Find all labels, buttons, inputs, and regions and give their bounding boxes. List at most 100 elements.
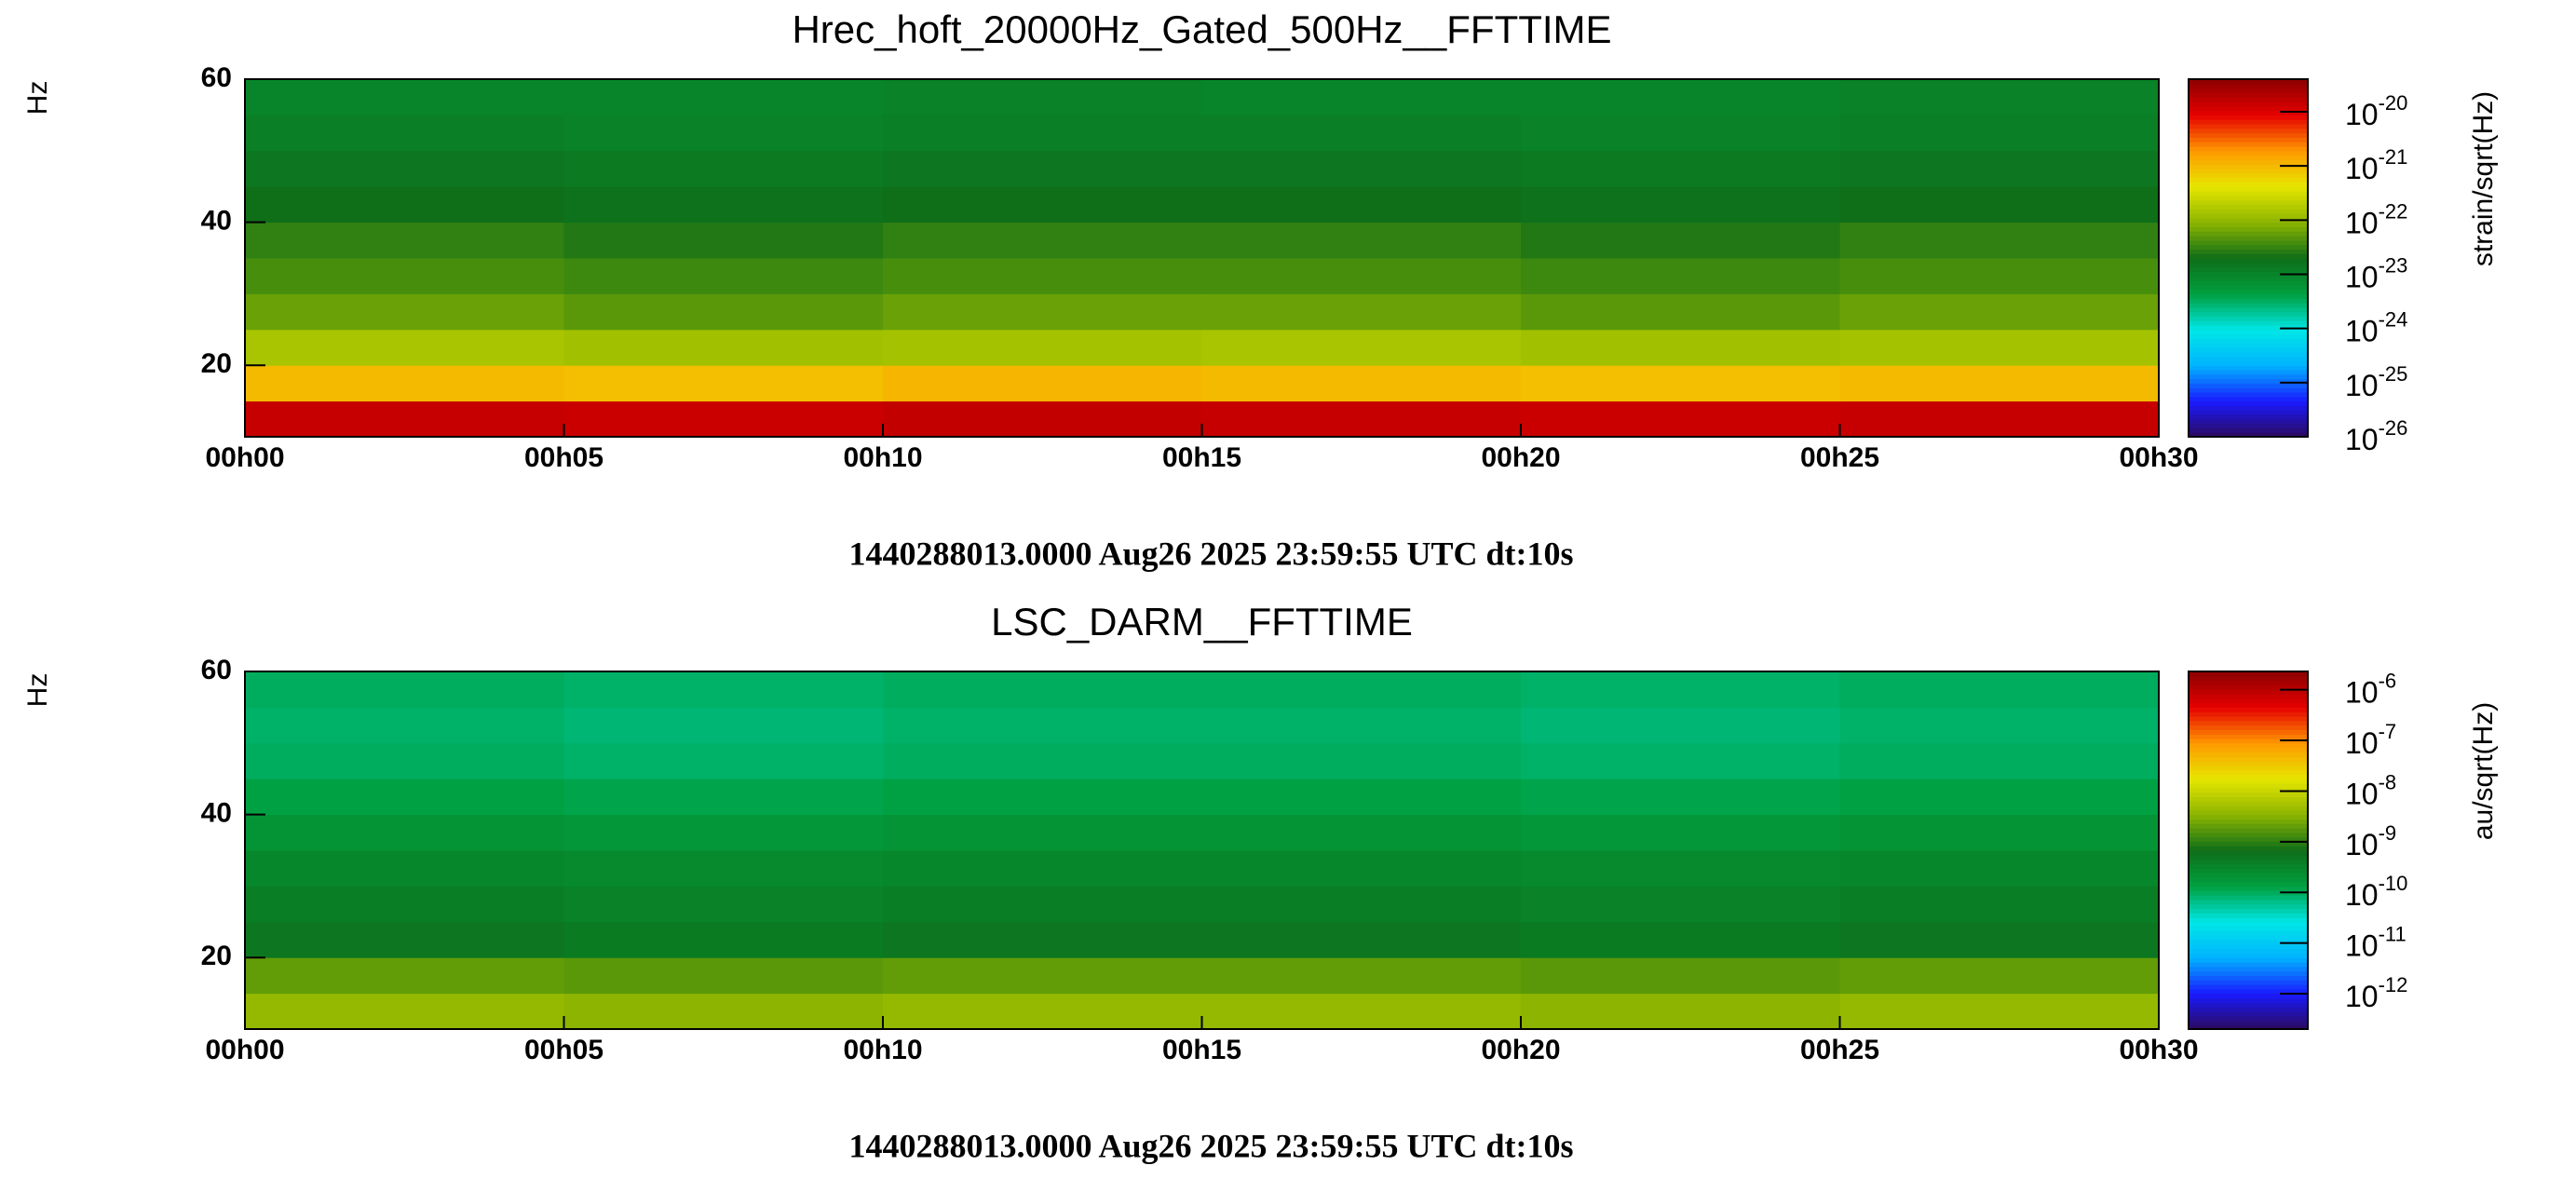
z-tick-base: 10 (2345, 98, 2379, 131)
z-axis-label: strain/sqrt(Hz) (2468, 91, 2499, 266)
colorbar-swatch (2189, 124, 2308, 129)
heatmap-cell (563, 365, 884, 402)
x-tick-label: 00h05 (524, 1035, 603, 1065)
colorbar-swatch (2189, 953, 2308, 958)
heatmap-cell (563, 150, 884, 187)
heatmap-cell (1839, 707, 2160, 744)
colorbar-swatch (2189, 226, 2308, 232)
colorbar-swatch (2189, 199, 2308, 205)
z-tick-exponent: -8 (2379, 770, 2397, 793)
z-tick-label: 10-8 (2345, 770, 2396, 811)
heatmap-cell (245, 957, 564, 995)
colorbar-swatch (2189, 957, 2308, 963)
z-tick-base: 10 (2345, 423, 2379, 456)
heatmap-cell (1201, 186, 1522, 224)
z-tick-exponent: -22 (2379, 199, 2408, 223)
colorbar-swatch (2189, 796, 2308, 802)
colorbar-swatch (2189, 276, 2308, 281)
colorbar-swatch (2189, 1015, 2308, 1021)
z-tick-base: 10 (2345, 315, 2379, 348)
z-tick-exponent: -23 (2379, 253, 2408, 277)
colorbar-swatch (2189, 400, 2308, 406)
x-tick-label: 00h20 (1481, 442, 1560, 473)
colorbar-swatch (2189, 1002, 2308, 1008)
y-tick-label: 40 (201, 206, 232, 237)
heatmap-cell (1839, 293, 2160, 331)
x-tick-label: 00h20 (1481, 1035, 1560, 1065)
colorbar-swatch (2189, 823, 2308, 829)
x-tick-label: 00h15 (1162, 1035, 1241, 1065)
colorbar-swatch (2189, 769, 2308, 775)
colorbar-swatch (2189, 217, 2308, 224)
colorbar-swatch (2189, 128, 2308, 134)
colorbar-swatch (2189, 720, 2308, 726)
colorbar-swatch (2189, 903, 2308, 909)
colorbar-swatch (2189, 716, 2308, 722)
heatmap-cell (245, 993, 564, 1030)
z-tick-label: 10-7 (2345, 720, 2396, 761)
colorbar-swatch (2189, 253, 2308, 259)
y-axis-label: Hz (22, 81, 53, 115)
colorbar-swatch (2189, 378, 2308, 384)
colorbar-swatch (2189, 890, 2308, 896)
colorbar-frame (2188, 671, 2309, 1030)
colorbar-swatch (2189, 1010, 2308, 1017)
chart: Hrec_hoft_20000Hz_Gated_500Hz__FFTTIME Hz… (22, 7, 2499, 572)
colorbar-swatch (2189, 846, 2308, 851)
colorbar-swatch (2189, 142, 2308, 147)
heatmap-cell (245, 293, 564, 331)
colorbar-swatch (2189, 819, 2308, 824)
z-tick-base: 10 (2345, 929, 2379, 963)
heatmap-cell (1201, 365, 1522, 402)
colorbar-swatch (2189, 779, 2308, 784)
colorbar-swatch (2189, 383, 2308, 388)
z-tick-label: 10-20 (2345, 91, 2407, 132)
heatmap-cell (883, 150, 1202, 187)
heatmap-cell (245, 365, 564, 402)
heatmap-cell (883, 957, 1202, 995)
heatmap-cell (1839, 222, 2160, 259)
colorbar-swatch (2189, 725, 2308, 730)
colorbar-swatch (2189, 881, 2308, 887)
colorbar-swatch (2189, 182, 2308, 187)
colorbar-swatch (2189, 966, 2308, 972)
heatmap-cell (1521, 150, 1840, 187)
colorbar-swatch (2189, 774, 2308, 779)
chart-footer: 1440288013.0000 Aug26 2025 23:59:55 UTC … (848, 1127, 1573, 1164)
colorbar-swatch (2189, 284, 2308, 291)
z-tick-exponent: -21 (2379, 145, 2408, 169)
colorbar-swatch (2189, 213, 2308, 219)
z-tick-label: 10-21 (2345, 145, 2407, 186)
colorbar-swatch (2189, 756, 2308, 762)
heatmap-cell (245, 707, 564, 744)
heatmap-cell (563, 222, 884, 259)
heatmap-cell (1201, 329, 1522, 366)
colorbar-swatch (2189, 859, 2308, 864)
colorbar-swatch (2189, 873, 2308, 878)
colorbar-swatch (2189, 392, 2308, 398)
colorbar-swatch (2189, 742, 2308, 749)
heatmap-cell (245, 671, 564, 708)
colorbar-swatch (2189, 306, 2308, 313)
z-tick-exponent: -20 (2379, 91, 2408, 115)
colorbar-swatch (2189, 423, 2308, 428)
z-tick-label: 10-9 (2345, 821, 2396, 862)
chart: LSC_DARM__FFTTIME Hz 00h00 00h05 00h10 00h15 0… (22, 600, 2499, 1164)
heatmap-cell (883, 222, 1202, 259)
heatmap-cell (1839, 186, 2160, 224)
z-tick-base: 10 (2345, 879, 2379, 913)
y-tick-label: 20 (201, 941, 232, 971)
colorbar-swatch (2189, 92, 2308, 98)
heatmap-cell (245, 258, 564, 294)
heatmap-cell (245, 329, 564, 366)
heatmap-cell (563, 258, 884, 294)
colorbar-swatch (2189, 79, 2308, 85)
heatmap-cell (245, 400, 564, 438)
z-tick-base: 10 (2345, 727, 2379, 761)
y-axis-label: Hz (22, 673, 53, 708)
colorbar-swatch (2189, 975, 2308, 981)
z-tick-label: 10-26 (2345, 416, 2407, 457)
colorbar-swatch (2189, 792, 2308, 797)
heatmap-cell (883, 886, 1202, 923)
colorbar-swatch (2189, 917, 2308, 923)
